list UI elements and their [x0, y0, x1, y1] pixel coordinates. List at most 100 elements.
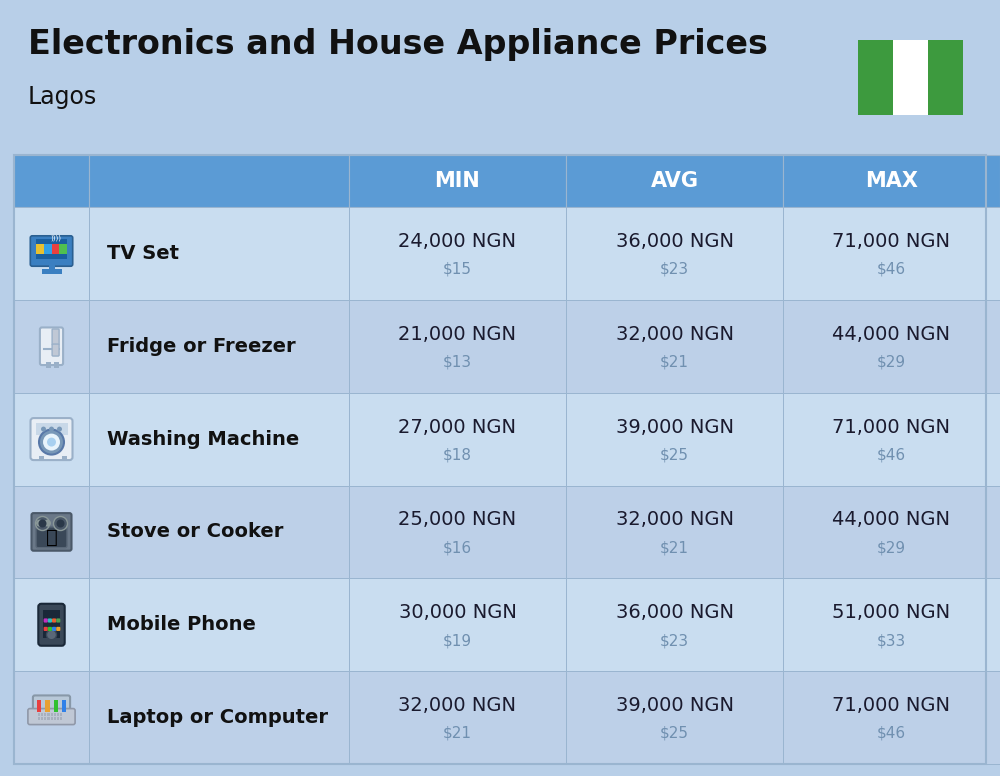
FancyBboxPatch shape: [44, 716, 46, 719]
FancyBboxPatch shape: [30, 418, 72, 460]
FancyBboxPatch shape: [54, 712, 56, 715]
FancyBboxPatch shape: [56, 627, 60, 631]
Text: $18: $18: [443, 448, 472, 462]
FancyBboxPatch shape: [783, 671, 1000, 764]
Circle shape: [36, 517, 50, 531]
FancyBboxPatch shape: [54, 362, 59, 368]
FancyBboxPatch shape: [48, 263, 54, 270]
FancyBboxPatch shape: [62, 456, 66, 461]
Circle shape: [43, 434, 60, 451]
FancyBboxPatch shape: [14, 300, 89, 393]
Text: 51,000 NGN: 51,000 NGN: [832, 603, 951, 622]
FancyBboxPatch shape: [38, 716, 40, 719]
Text: $13: $13: [443, 355, 472, 369]
Text: $21: $21: [660, 540, 689, 555]
FancyBboxPatch shape: [48, 618, 52, 622]
FancyBboxPatch shape: [37, 701, 41, 712]
FancyBboxPatch shape: [858, 40, 893, 115]
Text: MAX: MAX: [865, 171, 918, 191]
FancyBboxPatch shape: [38, 456, 44, 461]
Text: 🔥: 🔥: [46, 528, 57, 547]
FancyBboxPatch shape: [30, 236, 73, 266]
Circle shape: [41, 427, 46, 431]
Text: Fridge or Freezer: Fridge or Freezer: [107, 337, 296, 355]
FancyBboxPatch shape: [566, 300, 783, 393]
Text: Electronics and House Appliance Prices: Electronics and House Appliance Prices: [28, 28, 768, 61]
Circle shape: [36, 520, 43, 527]
Text: 39,000 NGN: 39,000 NGN: [616, 417, 734, 437]
FancyBboxPatch shape: [349, 300, 566, 393]
Text: $46: $46: [877, 448, 906, 462]
FancyBboxPatch shape: [14, 155, 89, 207]
Text: Laptop or Computer: Laptop or Computer: [107, 708, 328, 727]
Text: $19: $19: [443, 633, 472, 648]
FancyBboxPatch shape: [48, 627, 52, 631]
FancyBboxPatch shape: [14, 486, 89, 578]
FancyBboxPatch shape: [783, 207, 1000, 300]
Text: TV Set: TV Set: [107, 244, 179, 263]
Circle shape: [49, 427, 54, 431]
Circle shape: [54, 517, 68, 531]
Circle shape: [57, 427, 62, 431]
Text: MIN: MIN: [435, 171, 480, 191]
FancyBboxPatch shape: [54, 701, 58, 712]
FancyBboxPatch shape: [783, 578, 1000, 671]
FancyBboxPatch shape: [57, 712, 59, 715]
FancyBboxPatch shape: [566, 578, 783, 671]
FancyBboxPatch shape: [62, 701, 66, 712]
Circle shape: [47, 438, 56, 446]
FancyBboxPatch shape: [57, 716, 59, 719]
FancyBboxPatch shape: [44, 618, 48, 622]
FancyBboxPatch shape: [52, 344, 59, 356]
FancyBboxPatch shape: [47, 716, 50, 719]
Text: 32,000 NGN: 32,000 NGN: [616, 511, 734, 529]
FancyBboxPatch shape: [783, 486, 1000, 578]
Text: )))): )))): [50, 234, 61, 241]
FancyBboxPatch shape: [89, 486, 349, 578]
FancyBboxPatch shape: [54, 716, 56, 719]
Text: Mobile Phone: Mobile Phone: [107, 615, 256, 634]
FancyBboxPatch shape: [89, 671, 349, 764]
FancyBboxPatch shape: [566, 393, 783, 486]
Text: $21: $21: [660, 355, 689, 369]
Circle shape: [39, 430, 64, 455]
FancyBboxPatch shape: [28, 708, 75, 725]
FancyBboxPatch shape: [14, 393, 89, 486]
Circle shape: [38, 519, 46, 528]
FancyBboxPatch shape: [38, 604, 65, 646]
FancyBboxPatch shape: [60, 712, 62, 715]
FancyBboxPatch shape: [14, 671, 89, 764]
FancyBboxPatch shape: [52, 329, 59, 345]
Text: 36,000 NGN: 36,000 NGN: [616, 232, 734, 251]
Text: $46: $46: [877, 262, 906, 277]
Text: 32,000 NGN: 32,000 NGN: [616, 324, 734, 344]
Text: Lagos: Lagos: [28, 85, 97, 109]
Text: $15: $15: [443, 262, 472, 277]
FancyBboxPatch shape: [89, 207, 349, 300]
FancyBboxPatch shape: [44, 244, 52, 254]
FancyBboxPatch shape: [36, 244, 44, 254]
FancyBboxPatch shape: [349, 393, 566, 486]
FancyBboxPatch shape: [42, 269, 62, 274]
FancyBboxPatch shape: [50, 712, 53, 715]
FancyBboxPatch shape: [59, 244, 67, 254]
Text: $33: $33: [877, 633, 906, 648]
FancyBboxPatch shape: [46, 362, 51, 368]
FancyBboxPatch shape: [783, 393, 1000, 486]
Text: $29: $29: [877, 355, 906, 369]
FancyBboxPatch shape: [349, 671, 566, 764]
FancyBboxPatch shape: [40, 327, 63, 365]
FancyBboxPatch shape: [783, 155, 1000, 207]
Text: 24,000 NGN: 24,000 NGN: [398, 232, 516, 251]
FancyBboxPatch shape: [56, 618, 60, 622]
FancyBboxPatch shape: [566, 207, 783, 300]
Text: 71,000 NGN: 71,000 NGN: [832, 232, 950, 251]
FancyBboxPatch shape: [33, 695, 70, 716]
FancyBboxPatch shape: [89, 155, 349, 207]
Text: 36,000 NGN: 36,000 NGN: [616, 603, 734, 622]
Text: 44,000 NGN: 44,000 NGN: [832, 324, 950, 344]
FancyBboxPatch shape: [89, 578, 349, 671]
FancyBboxPatch shape: [349, 578, 566, 671]
Text: AVG: AVG: [650, 171, 698, 191]
FancyBboxPatch shape: [41, 712, 43, 715]
